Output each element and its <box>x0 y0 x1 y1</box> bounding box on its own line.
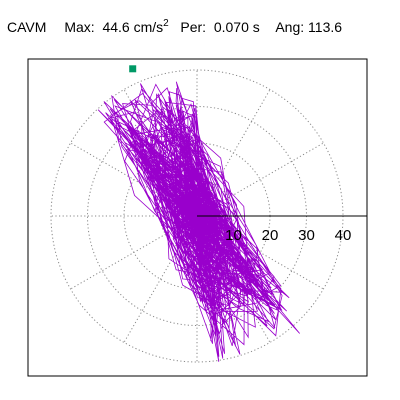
ang-label: Ang: <box>275 19 305 35</box>
grid-spoke-210 <box>70 215 198 290</box>
max-value: 44.6 <box>102 19 130 35</box>
grid-spoke-60 <box>196 89 271 217</box>
radial-tick-label-20: 20 <box>262 227 279 244</box>
trace-group <box>97 81 301 362</box>
max-unit: cm/s <box>133 19 164 35</box>
grid-spoke-150 <box>70 142 198 217</box>
per-value: 0.070 s <box>213 19 260 35</box>
radial-tick-label-10: 10 <box>225 227 242 244</box>
per-label: Per: <box>180 19 207 35</box>
peak-marker <box>129 65 137 73</box>
grid-spoke-240 <box>123 215 198 343</box>
max-unit-exponent: 2 <box>163 18 169 29</box>
plot-frame <box>27 58 368 377</box>
radial-tick-labels: 10 20 30 40 <box>225 227 351 244</box>
acceleration-trace <box>97 81 301 362</box>
ang-value: 113.6 <box>308 19 343 35</box>
radial-tick-label-40: 40 <box>335 227 352 244</box>
grid-spoke-30 <box>196 142 324 217</box>
chart-title: CAVM <box>7 19 47 35</box>
max-label: Max: <box>64 19 95 35</box>
chart-header: CAVM Max: 44.6 cm/s2 Per: 0.070 s Ang: 1… <box>7 18 342 35</box>
radial-tick-label-30: 30 <box>298 227 315 244</box>
